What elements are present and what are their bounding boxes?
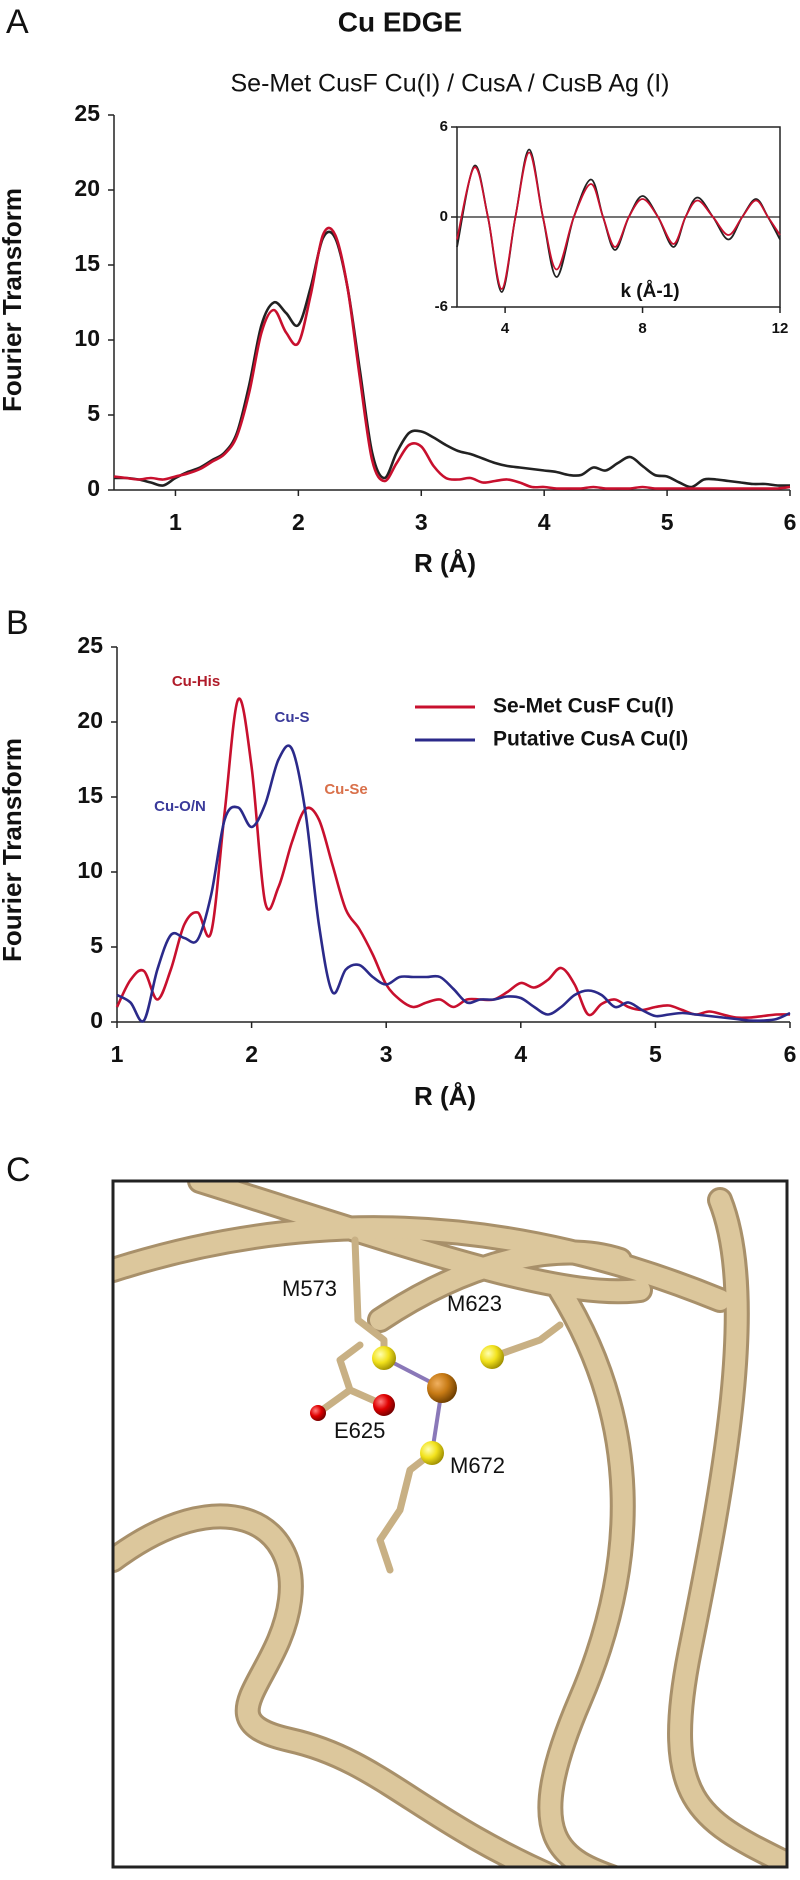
x-tick-label: 5 bbox=[649, 1041, 662, 1067]
y-axis-label: Fourier Transform bbox=[0, 188, 27, 412]
chart-title: Cu EDGE bbox=[338, 6, 462, 37]
panel-label: C bbox=[6, 1151, 31, 1189]
plot: -6 0 6 4 8 12 k (Å-1) bbox=[435, 118, 789, 337]
ribbons bbox=[113, 1181, 787, 1867]
plot: 0 5 10 15 20 25 1 2 3 4 5 6 R (Å) Fourier Transform Se… bbox=[0, 632, 796, 1111]
x-tick-label: 1 bbox=[111, 1041, 124, 1067]
residue-label: M672 bbox=[450, 1453, 505, 1478]
y-tick-label: 5 bbox=[87, 400, 100, 426]
y-tick-label: 6 bbox=[440, 118, 448, 135]
y-tick-label: 15 bbox=[77, 782, 103, 808]
chart-subtitle: Se-Met CusF Cu(I) / CusA / CusB Ag (I) bbox=[230, 70, 669, 98]
x-tick-label: 6 bbox=[784, 509, 797, 535]
x-tick-label: 4 bbox=[514, 1041, 527, 1067]
residue-label: M623 bbox=[447, 1291, 502, 1316]
x-tick-label: 4 bbox=[538, 509, 551, 535]
x-tick-label: 3 bbox=[415, 509, 428, 535]
x-tick-label: 2 bbox=[292, 509, 305, 535]
x-tick-label: 1 bbox=[169, 509, 182, 535]
y-tick-label: 15 bbox=[74, 250, 100, 276]
x-tick-label: 12 bbox=[772, 320, 789, 337]
line-series bbox=[116, 744, 791, 1023]
annotation: Cu-S bbox=[275, 709, 310, 726]
annotation: Cu-Se bbox=[324, 781, 367, 798]
y-tick-label: 5 bbox=[90, 932, 103, 958]
panel-label: A bbox=[6, 3, 29, 41]
y-tick-label: -6 bbox=[435, 298, 448, 315]
y-tick-label: 0 bbox=[90, 1007, 103, 1033]
y-tick-label: 20 bbox=[77, 707, 103, 733]
legend-label: Putative CusA Cu(I) bbox=[493, 728, 688, 751]
annotation: Cu-His bbox=[172, 673, 220, 690]
line-series bbox=[115, 697, 791, 1020]
x-tick-label: 8 bbox=[638, 320, 646, 337]
x-tick-label: 6 bbox=[784, 1041, 797, 1067]
y-tick-label: 25 bbox=[74, 100, 100, 126]
residue-label: E625 bbox=[334, 1418, 385, 1443]
x-tick-label: 4 bbox=[501, 320, 510, 337]
x-tick-label: 2 bbox=[245, 1041, 258, 1067]
y-tick-label: 10 bbox=[74, 325, 100, 351]
y-tick-label: 25 bbox=[77, 632, 103, 658]
x-tick-label: 5 bbox=[661, 509, 674, 535]
residue-label: M573 bbox=[282, 1276, 337, 1301]
y-tick-label: 20 bbox=[74, 175, 100, 201]
y-tick-label: 10 bbox=[77, 857, 103, 883]
legend-label: Se-Met CusF Cu(I) bbox=[493, 695, 674, 718]
line-series bbox=[456, 151, 781, 290]
panel-label: B bbox=[6, 604, 29, 642]
y-tick-label: 0 bbox=[87, 475, 100, 501]
line-series bbox=[113, 226, 791, 490]
y-axis-label: Fourier Transform bbox=[0, 738, 27, 962]
x-axis-label: R (Å) bbox=[414, 1081, 476, 1111]
x-tick-label: 3 bbox=[380, 1041, 393, 1067]
annotation: Cu-O/N bbox=[154, 798, 206, 815]
y-tick-label: 0 bbox=[440, 208, 448, 225]
x-axis-label: k (Å-1) bbox=[620, 281, 679, 302]
x-axis-label: R (Å) bbox=[414, 548, 476, 578]
structure-image: M573 M623 E625 M672 bbox=[111, 1179, 789, 1869]
